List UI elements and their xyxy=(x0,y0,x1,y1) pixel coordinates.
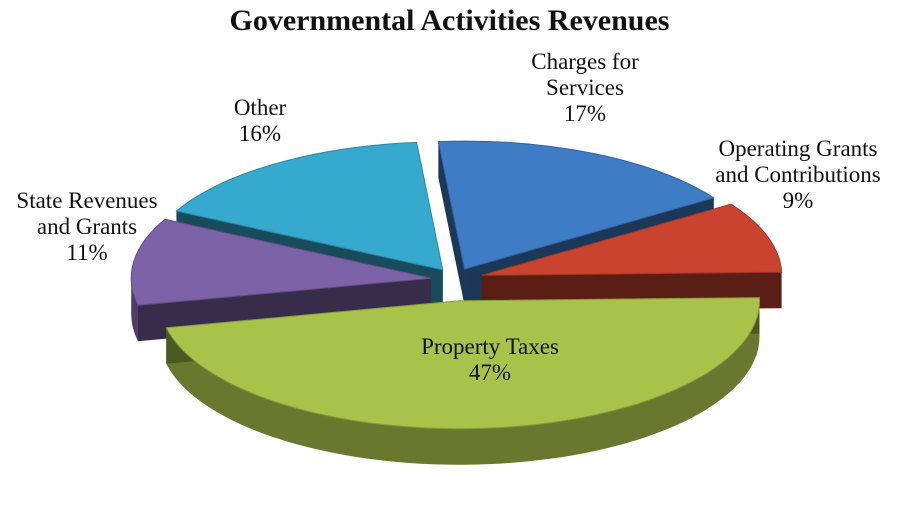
slice-label-line: and Grants xyxy=(36,214,138,239)
slice-label-charges-for-services: Charges for Services 17% xyxy=(500,49,670,127)
slice-top xyxy=(165,297,760,430)
pie-slice xyxy=(165,297,760,465)
slice-percent: 9% xyxy=(782,188,814,213)
slice-label-line: Property Taxes xyxy=(421,334,559,359)
slice-top xyxy=(175,141,444,271)
slice-label-state-revenues: State Revenues and Grants 11% xyxy=(2,188,172,266)
pie-slice xyxy=(130,218,432,342)
slice-top xyxy=(130,218,432,306)
slice-label-line: Other xyxy=(233,95,287,120)
slice-side xyxy=(131,278,138,342)
slice-percent: 47% xyxy=(468,360,512,385)
chart-title: Governmental Activities Revenues xyxy=(229,4,670,37)
slice-label-line: Services xyxy=(546,75,624,100)
slice-label-line: and Contributions xyxy=(715,162,881,187)
slice-label-property-taxes: Property Taxes 47% xyxy=(390,334,590,386)
slice-label-operating-grants: Operating Grants and Contributions 9% xyxy=(700,136,896,214)
slice-label-line: Operating Grants xyxy=(718,136,878,161)
slice-percent: 17% xyxy=(563,101,607,126)
slice-percent: 16% xyxy=(238,121,282,146)
slice-label-line: Charges for xyxy=(531,49,639,74)
slice-percent: 11% xyxy=(66,240,108,265)
slice-cut-face xyxy=(438,141,465,306)
slice-side xyxy=(166,300,760,465)
slice-label-line: State Revenues xyxy=(16,188,158,213)
slice-top xyxy=(481,203,783,276)
slice-label-other: Other 16% xyxy=(205,95,315,147)
slice-top xyxy=(437,140,716,270)
